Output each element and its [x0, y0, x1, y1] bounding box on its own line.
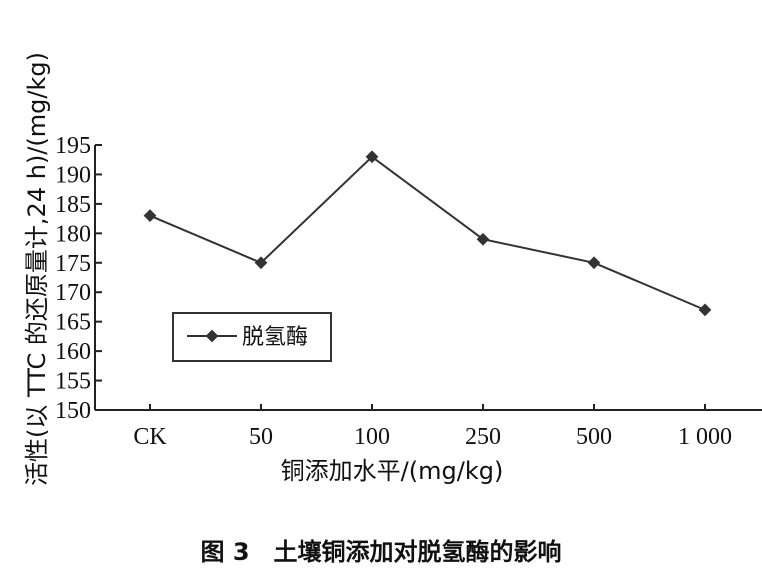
y-tick-label: 185 [55, 192, 91, 218]
data-point [365, 150, 379, 164]
x-axis-title: 铜添加水平/(mg/kg) [281, 457, 504, 485]
legend-label: 脱氢酶 [242, 325, 308, 350]
x-tick-label: 100 [354, 424, 390, 450]
x-tick-label: 50 [249, 424, 273, 450]
x-tick-label: CK [133, 424, 167, 450]
x-axis: CK 50 100 250 500 1 000 [95, 404, 762, 450]
y-tick-label: 170 [55, 280, 91, 306]
series-group [143, 150, 712, 317]
data-point [698, 303, 712, 317]
data-point [587, 256, 601, 270]
y-tick-label: 155 [55, 369, 91, 395]
figure-caption: 图 3 土壤铜添加对脱氢酶的影响 [200, 538, 561, 566]
x-tick-label: 250 [465, 424, 501, 450]
x-tick-label: 500 [576, 424, 612, 450]
data-point [143, 209, 157, 223]
y-tick-label: 160 [55, 339, 91, 365]
y-axis: 150 155 160 165 170 175 180 185 190 195 [55, 133, 102, 424]
legend-marker [205, 329, 219, 343]
y-tick-label: 195 [55, 133, 91, 159]
data-point [254, 256, 268, 270]
data-point [476, 232, 490, 246]
y-tick-label: 180 [55, 221, 91, 247]
y-tick-label: 150 [55, 398, 91, 424]
y-tick-label: 165 [55, 310, 91, 336]
x-tick-label: 1 000 [678, 424, 732, 450]
y-tick-label: 190 [55, 162, 91, 188]
y-tick-label: 175 [55, 251, 91, 277]
legend: 脱氢酶 [172, 312, 332, 362]
series-line [149, 155, 706, 311]
y-axis-title: 活性(以 TTC 的还原量计,24 h)/(mg/kg) [23, 52, 51, 486]
